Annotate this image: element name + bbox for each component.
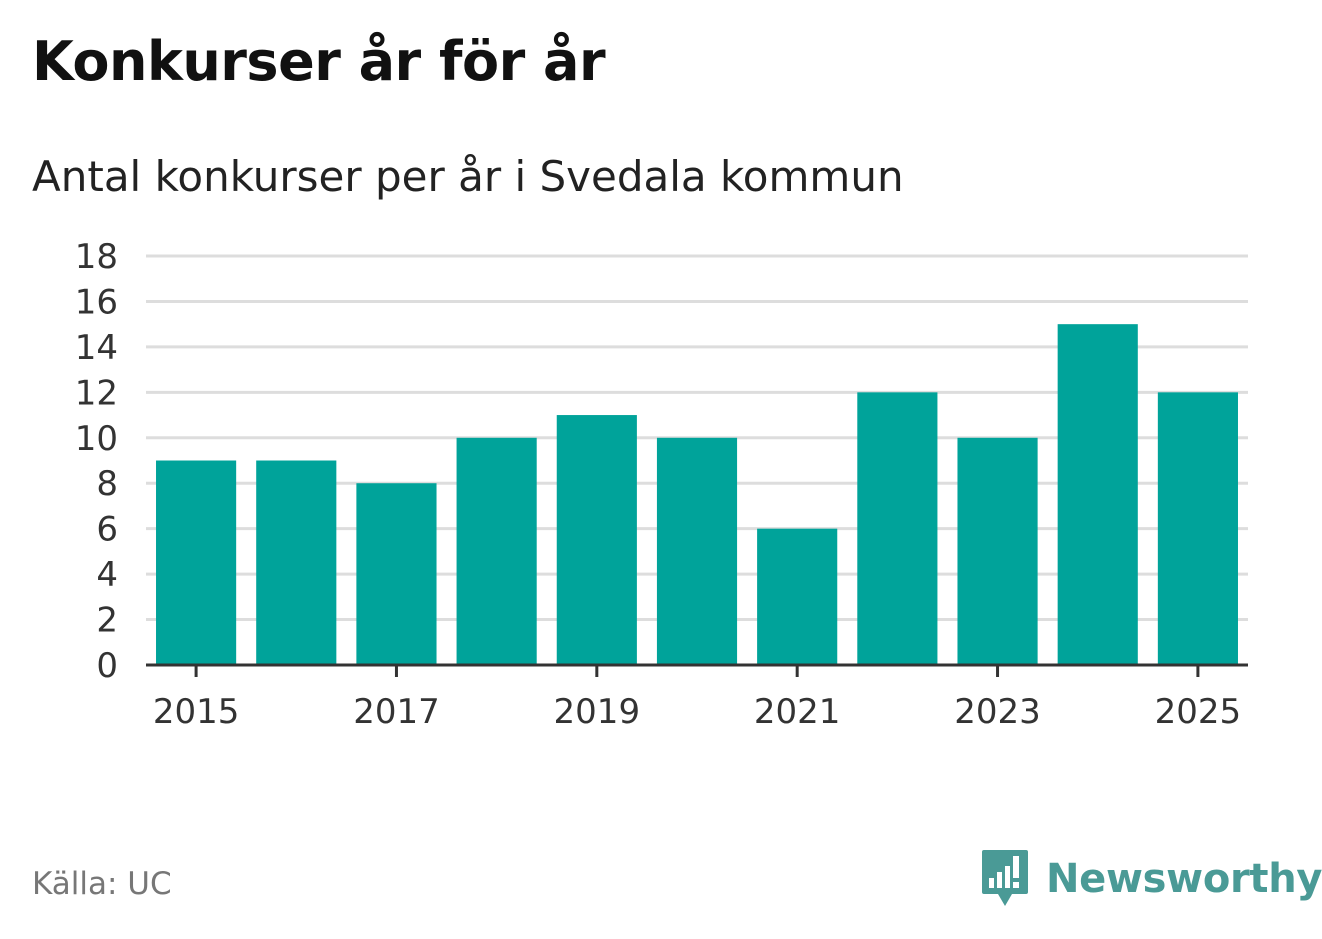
- x-tick-label: 2025: [1155, 692, 1242, 732]
- x-axis-ticks: 2015 2017 2019 2021 2023 2025: [153, 665, 1241, 732]
- bar-2020: [656, 437, 738, 665]
- chart-subtitle: Antal konkurser per år i Svedala kommun: [32, 152, 904, 201]
- y-tick-label: 8: [96, 464, 118, 504]
- bar-2025: [1157, 392, 1238, 665]
- bar-2018: [456, 437, 537, 665]
- brand-logo: Newsworthy: [980, 848, 1322, 910]
- bar-2024: [1057, 324, 1138, 665]
- y-tick-label: 12: [75, 373, 118, 413]
- x-tick-label: 2019: [554, 692, 641, 732]
- y-tick-label: 18: [75, 237, 118, 277]
- x-tick-label: 2021: [754, 692, 841, 732]
- source-note: Källa: UC: [32, 866, 172, 902]
- y-tick-label: 4: [96, 555, 118, 595]
- bars: [156, 324, 1238, 665]
- y-tick-label: 16: [75, 282, 118, 322]
- bar-2023: [957, 437, 1038, 665]
- chart-title: Konkurser år för år: [32, 30, 606, 93]
- newsworthy-logo-icon: [982, 850, 1028, 906]
- bar-2019: [556, 415, 637, 665]
- x-tick-label: 2023: [954, 692, 1041, 732]
- y-tick-label: 6: [96, 510, 118, 550]
- bar-2022: [857, 392, 938, 665]
- y-tick-label: 14: [75, 328, 118, 368]
- y-tick-label: 0: [96, 646, 118, 686]
- y-tick-label: 10: [75, 419, 118, 459]
- x-tick-label: 2015: [153, 692, 240, 732]
- brand-name: Newsworthy: [1046, 856, 1322, 902]
- y-tick-label: 2: [96, 601, 118, 641]
- y-axis-ticks: 0 2 4 6 8 10 12 14 16 18: [75, 237, 118, 686]
- bar-2015: [156, 460, 237, 665]
- x-tick-label: 2017: [353, 692, 440, 732]
- bar-chart: 0 2 4 6 8 10 12 14 16 18 2015 2017 2019 2021 2023 2025: [75, 237, 1248, 732]
- bar-2016: [256, 460, 337, 665]
- bar-2021: [757, 528, 838, 665]
- bar-2017: [356, 483, 437, 665]
